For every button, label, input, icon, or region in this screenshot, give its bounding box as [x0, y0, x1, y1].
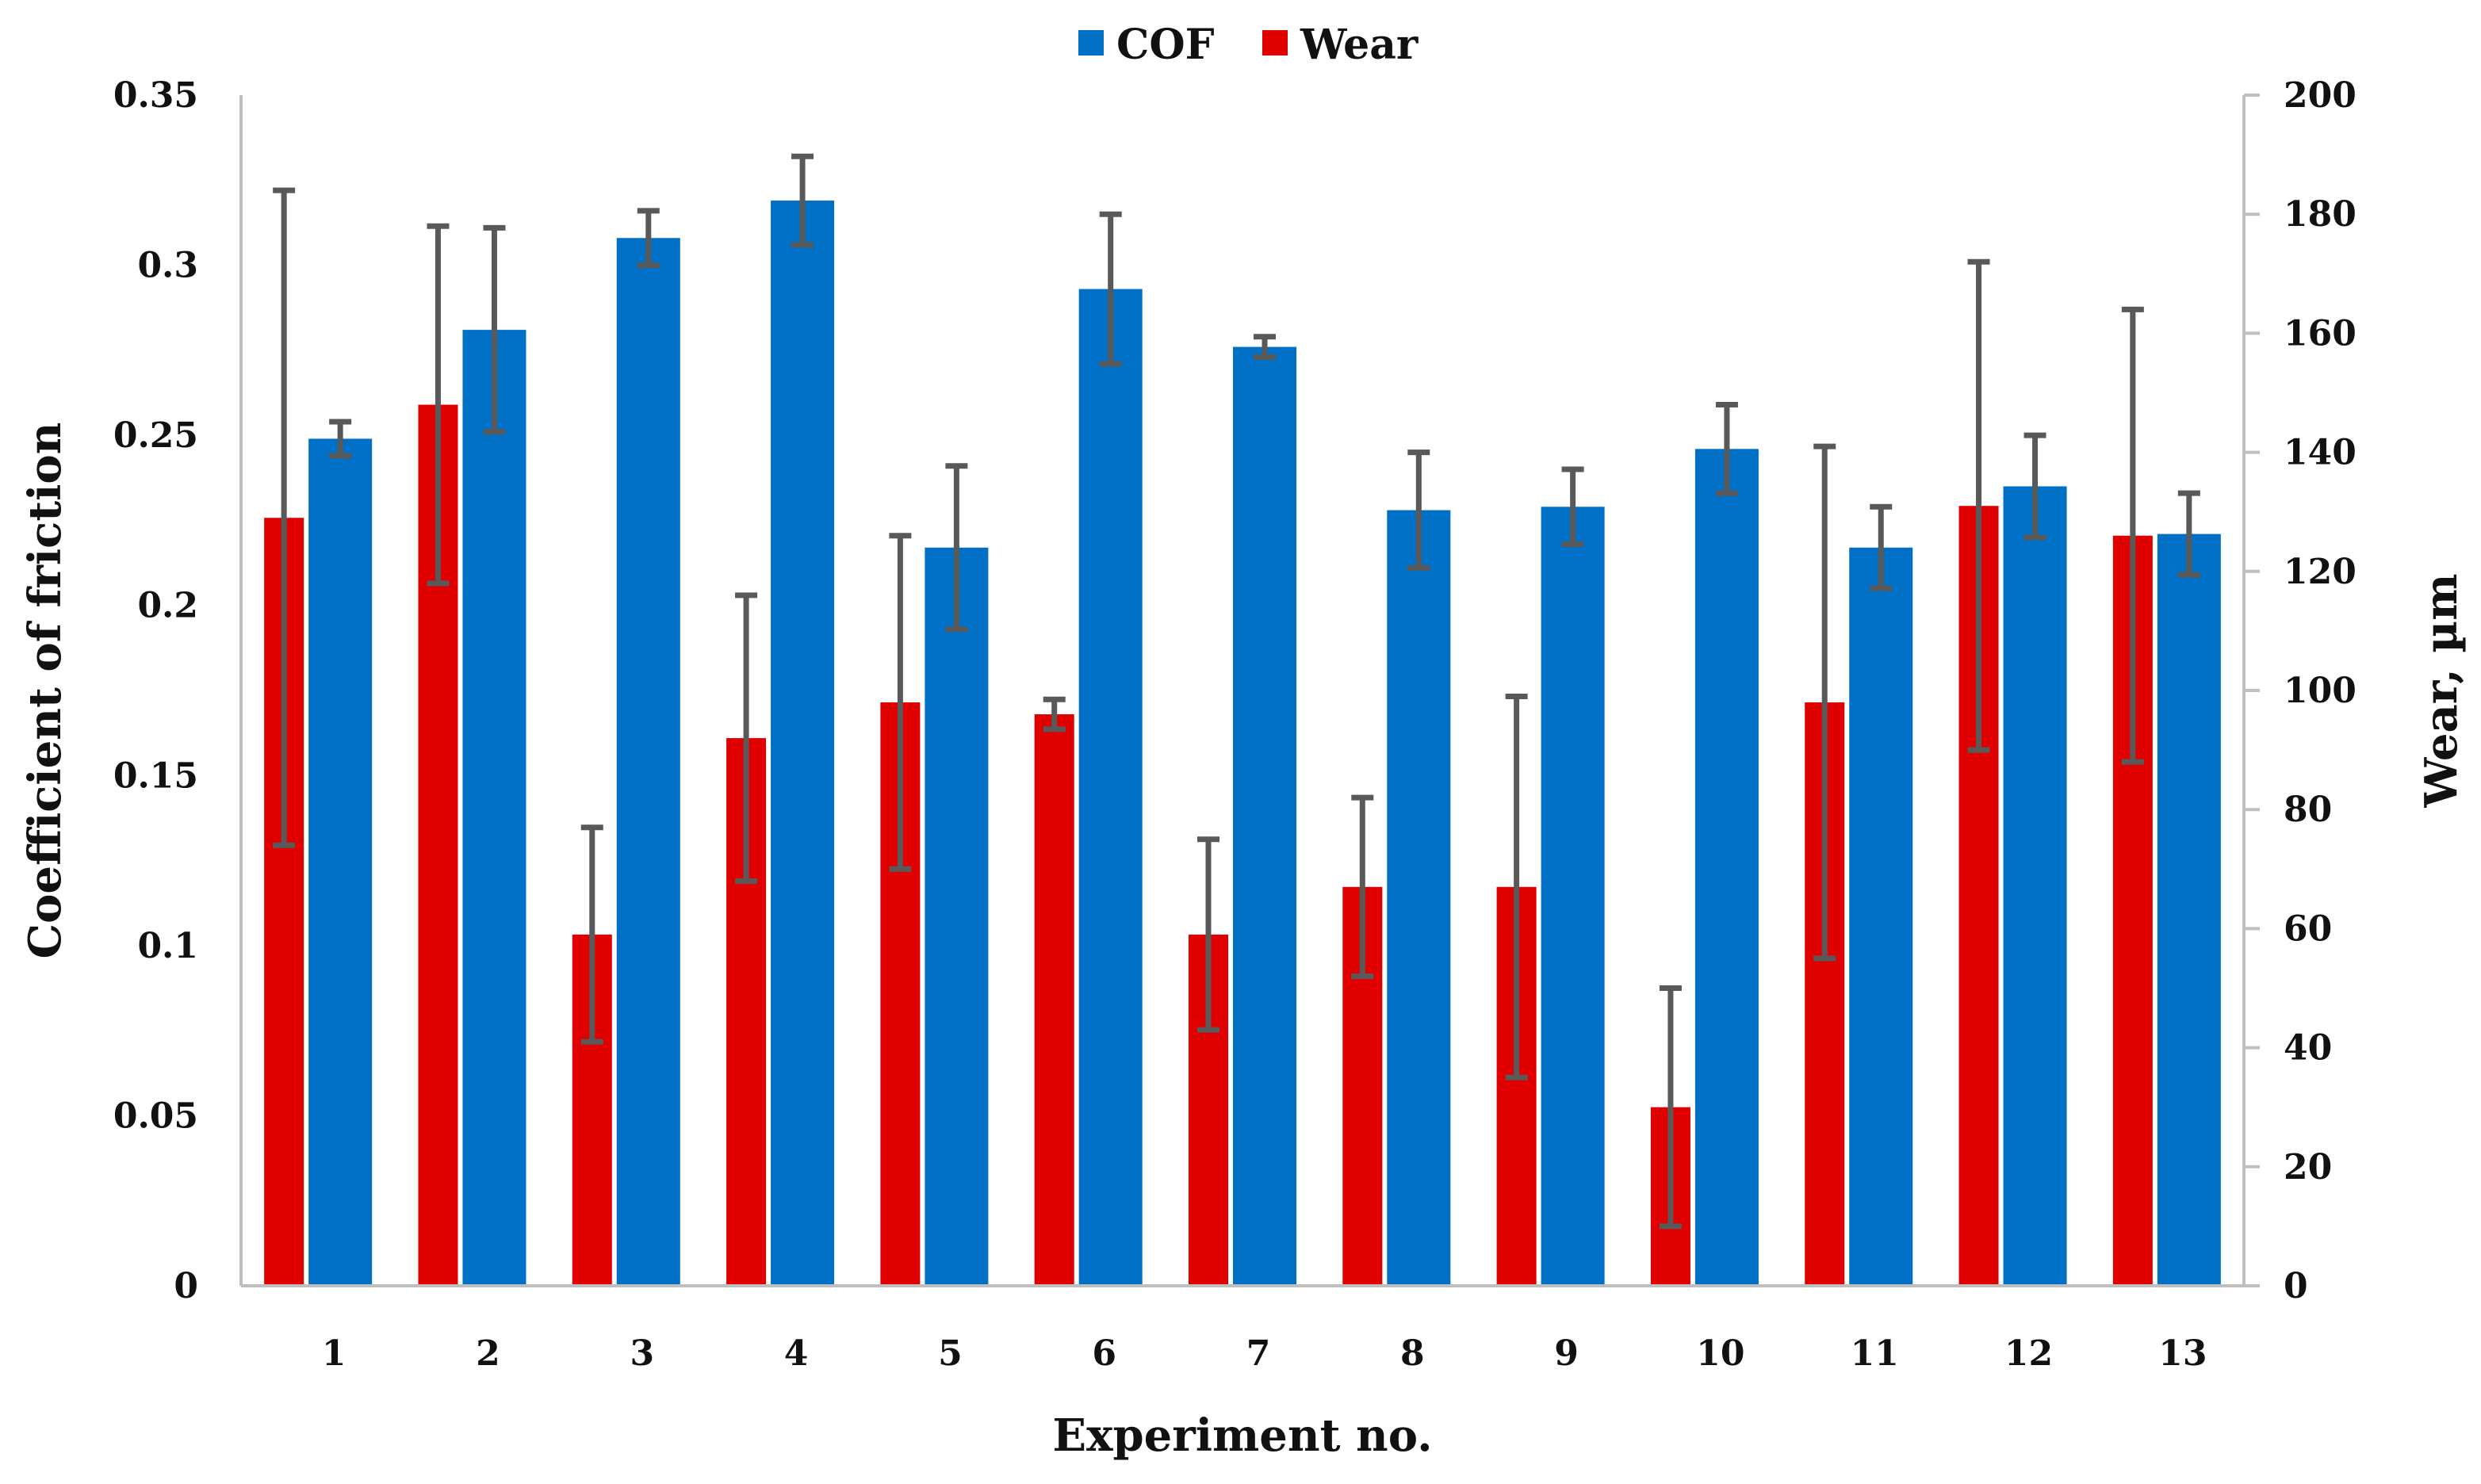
- x-tick-label-9: 9: [1554, 1333, 1579, 1374]
- x-tick-label-11: 11: [1851, 1333, 1899, 1374]
- x-tick-label-2: 2: [476, 1333, 500, 1374]
- y2-tick-label-60: 60: [2284, 908, 2332, 949]
- y-tick-label-0.1: 0.1: [137, 926, 198, 966]
- y-tick-label-0.05: 0.05: [113, 1096, 198, 1136]
- y2-tick-label-160: 160: [2284, 313, 2357, 354]
- y-tick-label-0.15: 0.15: [113, 755, 198, 796]
- cof-bar-3: [616, 238, 680, 1286]
- x-tick-label-13: 13: [2158, 1333, 2207, 1374]
- y-tick-label-0.35: 0.35: [113, 75, 198, 116]
- y-axis-title: Coefficient of friction: [19, 423, 71, 959]
- error-bars-layer: [273, 153, 2200, 1230]
- y2-tick-label-80: 80: [2284, 790, 2332, 830]
- x-tick-label-7: 7: [1246, 1333, 1271, 1374]
- x-tick-label-12: 12: [2004, 1333, 2053, 1374]
- legend-label-wear: Wear: [1300, 21, 1419, 69]
- cof-bar-4: [771, 201, 835, 1286]
- cof-bar-5: [925, 547, 989, 1286]
- legend-label-cof: COF: [1116, 21, 1215, 69]
- legend-swatch-cof: [1078, 30, 1104, 55]
- legend: COF Wear: [1078, 21, 1419, 69]
- x-tick-label-5: 5: [938, 1333, 963, 1374]
- y2-axis-title: Wear, µm: [2415, 574, 2468, 809]
- x-axis-title: Experiment no.: [1052, 1409, 1432, 1462]
- cof-bar-2: [462, 330, 526, 1286]
- y2-tick-label-20: 20: [2284, 1147, 2332, 1188]
- y2-tick-label-40: 40: [2284, 1028, 2332, 1069]
- cof-bar-13: [2157, 534, 2221, 1286]
- x-tick-label-10: 10: [1696, 1333, 1744, 1374]
- y2-tick-label-180: 180: [2284, 194, 2357, 235]
- y-tick-label-0.2: 0.2: [137, 586, 198, 626]
- y2-tick-label-0: 0: [2284, 1266, 2308, 1306]
- cof-bar-1: [308, 438, 373, 1286]
- y2-tick-label-200: 200: [2284, 75, 2357, 116]
- legend-swatch-wear: [1262, 30, 1288, 55]
- y2-tick-label-120: 120: [2284, 552, 2357, 592]
- y-tick-label-0.25: 0.25: [113, 415, 198, 456]
- axes-layer: 1 2 3 4 5 6 7 8 9 10 11 12 1300.050.10.150.20.250.30…: [113, 75, 2357, 1374]
- y2-tick-label-100: 100: [2284, 671, 2357, 711]
- wear-bar-6: [1034, 714, 1074, 1286]
- cof-bar-10: [1694, 449, 1759, 1286]
- x-tick-label-8: 8: [1400, 1333, 1425, 1374]
- y2-tick-label-140: 140: [2284, 433, 2357, 473]
- cof-bar-11: [1849, 547, 1913, 1286]
- x-tick-label-1: 1: [322, 1333, 346, 1374]
- x-tick-label-4: 4: [784, 1333, 809, 1374]
- y-tick-label-0: 0: [174, 1266, 198, 1306]
- cof-bar-8: [1387, 510, 1451, 1286]
- x-tick-label-6: 6: [1092, 1333, 1116, 1374]
- cof-bar-12: [2003, 486, 2067, 1286]
- cof-bar-6: [1078, 289, 1143, 1286]
- cof-bar-9: [1541, 507, 1605, 1286]
- y-tick-label-0.3: 0.3: [137, 246, 198, 286]
- cof-bar-7: [1233, 346, 1296, 1287]
- x-tick-label-3: 3: [630, 1333, 654, 1374]
- bars-layer: [264, 201, 2221, 1287]
